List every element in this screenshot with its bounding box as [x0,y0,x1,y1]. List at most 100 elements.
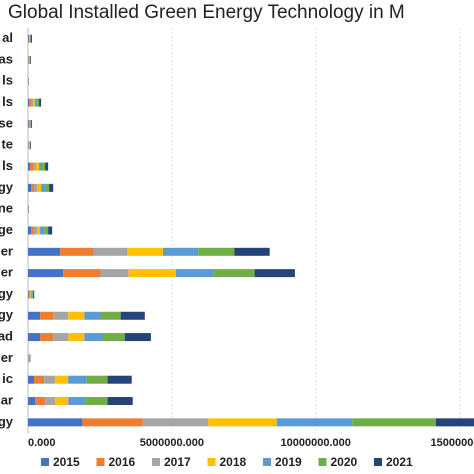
legend-swatch [374,458,382,466]
bar-segment [34,375,45,384]
bar-segment [33,98,36,107]
bar-segment [31,226,35,235]
bar-segment [30,162,34,171]
bar-segment [29,34,31,43]
bar-segment [142,418,209,427]
y-tick-label: se [0,115,13,130]
bar-segment [30,141,31,150]
legend-swatch [207,458,216,466]
bar-segment [53,333,69,342]
bar-segment [36,162,40,171]
x-tick-label: 15000000.0 [431,437,474,449]
bar-segment [40,333,54,342]
bar-segment [63,269,101,278]
bar-segment [30,119,32,128]
bar-segment [208,418,277,427]
legend-label: 2019 [275,455,302,469]
y-tick-label: ar [1,392,13,407]
y-tick-label: ic [2,371,13,386]
y-tick-label: ls [2,158,13,173]
bar-segment [28,226,32,235]
y-tick-label: ne [0,201,13,216]
bar-segment [40,311,54,320]
bar-segment [34,183,38,192]
chart-title: Global Installed Green Energy Technology… [8,2,405,23]
bar-segment [86,375,108,384]
bar-segment [30,34,31,43]
bar-segment [100,269,129,278]
bar-segment [30,55,31,64]
bar-segment [234,247,270,256]
bar-segment [28,183,32,192]
bar-segment [39,162,43,171]
bar-segment [30,141,32,150]
bar-segment [100,311,121,320]
bar-segment [37,226,41,235]
y-tick-label: er [1,265,13,280]
legend-label: 2016 [109,455,136,469]
bar-segment [44,226,49,235]
bar-segment [28,98,30,107]
bar-segment [30,55,32,64]
bar-segment [30,290,32,299]
bar-segment [102,333,125,342]
bar-segment [28,269,64,278]
bar-segment [176,269,214,278]
bar-segment [82,418,143,427]
y-tick-label: te [1,137,13,152]
bar-segment [28,333,41,342]
x-tick-label: 5000000.000 [140,437,204,449]
bar-segment [28,290,30,299]
bar-segment [276,418,353,427]
bar-segment [33,290,35,299]
bar-segment [107,397,133,406]
bar-segment [28,119,30,128]
bar-segment [48,226,53,235]
legend-swatch [263,458,271,466]
legend-label: 2015 [53,455,80,469]
bar-segment [93,247,128,256]
bar-segment [41,183,46,192]
bar-segment [28,397,36,406]
y-tick-label: gy [0,179,14,194]
bar-segment [352,418,436,427]
bar-segment [107,375,132,384]
bar-segment [68,311,85,320]
bar-segment [45,162,49,171]
bar-segment [68,333,85,342]
y-tick-label: ls [2,94,13,109]
legend-swatch [318,458,327,466]
bar-segment [28,418,83,427]
bar-segment [31,98,34,107]
x-tick-label: 0.000 [28,437,56,449]
bar-segment [35,98,38,107]
legend-label: 2020 [331,455,358,469]
bar-segment [120,311,145,320]
y-tick-label: er [1,243,13,258]
bar-segment [55,375,69,384]
bar-segment [124,333,151,342]
bar-segment [45,183,50,192]
bar-segment [31,290,33,299]
bar-segment [31,34,33,43]
bar-segment [28,290,29,299]
bar-segment [55,397,69,406]
bar-segment [49,183,54,192]
y-tick-label: gy [0,414,14,429]
bar-segment [198,247,235,256]
y-tick-label: gy [0,307,14,322]
bar-segment [213,269,255,278]
bar-segment [435,418,474,427]
bar-segment [31,119,33,128]
bar-segment [39,98,42,107]
bar-segment [28,34,30,43]
bar-segment [29,290,31,299]
bar-segment [28,119,29,128]
bar-segment [53,311,69,320]
bar-segment [68,375,87,384]
bar-segment [33,162,37,171]
bar-segment [68,397,86,406]
bar-segment [84,333,103,342]
y-tick-label: ge [0,222,13,237]
